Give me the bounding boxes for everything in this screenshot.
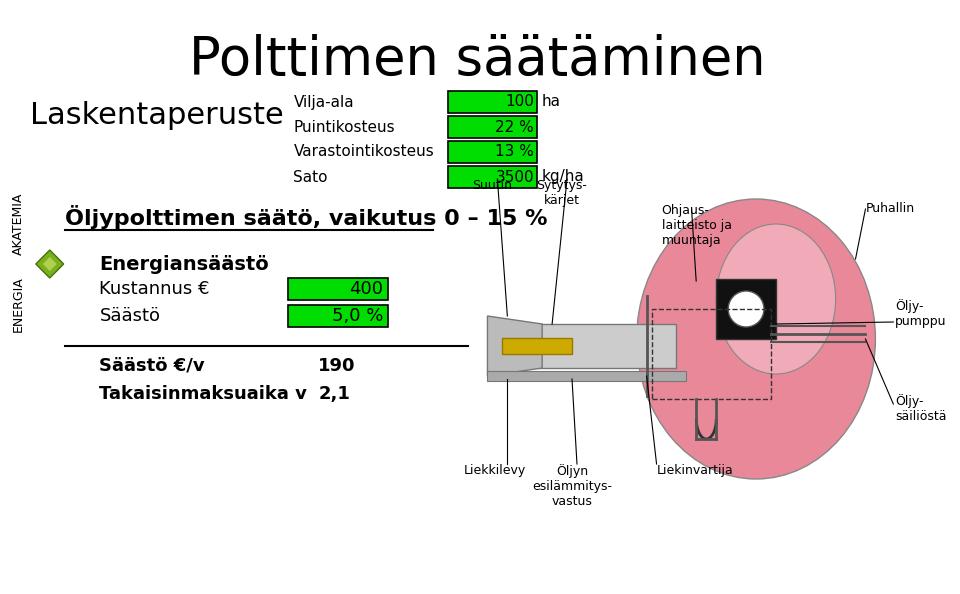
Text: Puhallin: Puhallin [866,203,915,216]
Text: Puintikosteus: Puintikosteus [294,119,396,134]
Text: 400: 400 [349,280,383,298]
Polygon shape [36,250,63,278]
Text: 100: 100 [505,94,534,109]
Text: Säästö €/v: Säästö €/v [100,357,205,375]
FancyBboxPatch shape [289,278,388,300]
Text: kg/ha: kg/ha [541,169,584,185]
Text: Säästö: Säästö [100,307,160,325]
Text: 190: 190 [319,357,356,375]
Circle shape [729,291,764,327]
FancyBboxPatch shape [502,338,572,354]
Text: ha: ha [541,94,561,109]
Text: Laskentaperuste: Laskentaperuste [30,102,283,131]
Text: 2,1: 2,1 [319,385,350,403]
FancyBboxPatch shape [538,324,677,368]
Text: Takaisinmaksuaika v: Takaisinmaksuaika v [100,385,307,403]
Text: Vilja-ala: Vilja-ala [294,94,354,109]
Text: Polttimen säätäminen: Polttimen säätäminen [189,34,766,86]
Text: Varastointikosteus: Varastointikosteus [294,144,434,160]
Text: Kustannus €: Kustannus € [100,280,210,298]
Ellipse shape [636,199,876,479]
Text: Öljyn
esilämmitys-
vastus: Öljyn esilämmitys- vastus [532,464,612,508]
Polygon shape [43,257,57,271]
Text: Ohjaus-
laitteisto ja
muuntaja: Ohjaus- laitteisto ja muuntaja [661,204,732,247]
Text: ENERGIA: ENERGIA [12,276,24,332]
Text: 3500: 3500 [495,169,534,185]
Text: 22 %: 22 % [495,119,534,134]
Polygon shape [488,316,542,376]
FancyBboxPatch shape [447,166,538,188]
Text: AKATEMIA: AKATEMIA [12,193,24,255]
FancyBboxPatch shape [716,279,776,339]
Text: Liekkilevy: Liekkilevy [464,464,525,477]
Text: Öljypolttimen säätö, vaikutus 0 – 15 %: Öljypolttimen säätö, vaikutus 0 – 15 % [64,205,547,229]
Text: Öljy-
pumppu: Öljy- pumppu [896,299,947,328]
FancyBboxPatch shape [488,371,686,381]
Text: 13 %: 13 % [495,144,534,160]
Ellipse shape [716,224,835,374]
FancyBboxPatch shape [447,116,538,138]
Text: Öljy-
säiliöstä: Öljy- säiliöstä [896,394,947,424]
Text: Energiansäästö: Energiansäästö [100,254,269,273]
FancyBboxPatch shape [447,91,538,113]
Text: Liekinvartija: Liekinvartija [657,464,733,477]
FancyBboxPatch shape [447,141,538,163]
FancyBboxPatch shape [289,305,388,327]
Text: Suutin: Suutin [472,179,513,192]
Text: Sato: Sato [294,169,328,185]
Text: Sytytys-
kärjet: Sytytys- kärjet [537,179,588,207]
Text: 5,0 %: 5,0 % [331,307,383,325]
